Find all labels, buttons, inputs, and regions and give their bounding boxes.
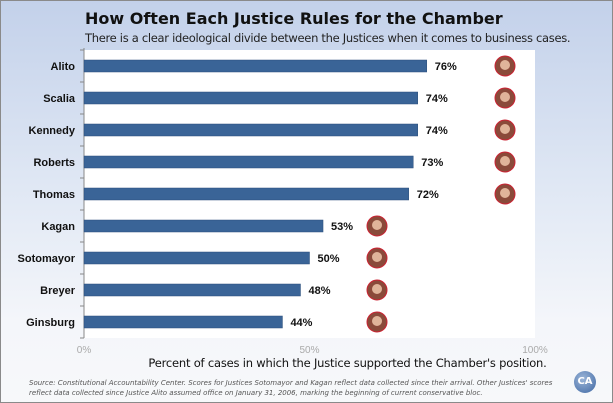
justice-face-icon — [500, 60, 510, 70]
x-tick-label: 100% — [522, 345, 548, 356]
source-note: Source: Constitutional Accountability Ce… — [29, 379, 553, 397]
bar-kennedy — [83, 123, 418, 137]
chart-title: How Often Each Justice Rules for the Cha… — [85, 9, 503, 28]
x-axis-label: Percent of cases in which the Justice su… — [148, 356, 547, 370]
justice-face-icon — [500, 188, 510, 198]
x-tick-label: 0% — [77, 345, 92, 356]
justice-face-icon — [500, 92, 510, 102]
data-label: 50% — [318, 253, 340, 265]
bar-breyer — [83, 283, 301, 297]
justice-face-icon — [500, 124, 510, 134]
data-label: 74% — [426, 125, 448, 137]
data-label: 73% — [421, 157, 443, 169]
category-label: Kagan — [41, 221, 75, 233]
data-label: 44% — [290, 317, 312, 329]
justice-face-icon — [372, 252, 382, 262]
bar-thomas — [83, 187, 409, 201]
category-label: Breyer — [40, 285, 76, 297]
x-tick-label: 50% — [299, 345, 319, 356]
category-label: Kennedy — [29, 125, 76, 137]
bar-kagan — [83, 219, 324, 233]
justice-face-icon — [372, 284, 382, 294]
category-label: Thomas — [33, 189, 75, 201]
data-label: 72% — [417, 189, 439, 201]
data-label: 48% — [308, 285, 330, 297]
justice-face-icon — [372, 220, 382, 230]
data-label: 74% — [426, 93, 448, 105]
category-label: Sotomayor — [18, 253, 76, 265]
bar-ginsburg — [83, 315, 283, 329]
justice-face-icon — [372, 316, 382, 326]
category-label: Scalia — [43, 93, 76, 105]
bar-sotomayor — [83, 251, 310, 265]
data-label: 76% — [435, 61, 457, 73]
category-label: Ginsburg — [26, 317, 75, 329]
category-label: Alito — [51, 61, 76, 73]
bar-scalia — [83, 91, 418, 105]
bar-alito — [83, 59, 428, 73]
data-label: 53% — [331, 221, 353, 233]
logo-icon: CA — [574, 371, 596, 393]
bar-roberts — [83, 155, 414, 169]
justice-face-icon — [500, 156, 510, 166]
chart-subtitle: There is a clear ideological divide betw… — [85, 31, 571, 45]
category-label: Roberts — [33, 157, 75, 169]
